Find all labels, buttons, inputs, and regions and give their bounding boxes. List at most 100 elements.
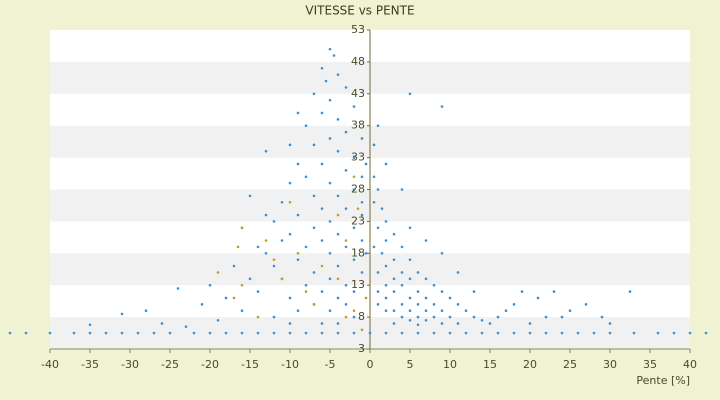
point bbox=[440, 252, 444, 255]
point bbox=[416, 331, 420, 335]
point bbox=[376, 303, 380, 306]
point bbox=[512, 331, 516, 335]
point bbox=[336, 296, 340, 300]
point bbox=[416, 271, 420, 274]
point bbox=[592, 331, 596, 335]
point bbox=[336, 194, 340, 198]
point bbox=[320, 290, 324, 293]
point bbox=[400, 188, 404, 191]
point bbox=[392, 322, 396, 325]
point bbox=[272, 315, 276, 319]
point bbox=[344, 245, 348, 249]
point bbox=[576, 331, 580, 335]
x-tick-label: -40 bbox=[41, 358, 59, 371]
point bbox=[372, 245, 376, 249]
point bbox=[376, 290, 380, 293]
point bbox=[400, 315, 404, 319]
point bbox=[332, 54, 336, 57]
point bbox=[376, 226, 380, 230]
point bbox=[240, 331, 244, 335]
point bbox=[360, 200, 364, 204]
point bbox=[440, 309, 444, 313]
point bbox=[256, 315, 260, 319]
x-tick-label: 35 bbox=[643, 358, 657, 371]
point bbox=[264, 252, 268, 255]
x-tick-label: -5 bbox=[325, 358, 336, 371]
point bbox=[360, 328, 364, 332]
point bbox=[360, 175, 364, 179]
point bbox=[600, 315, 604, 319]
point bbox=[432, 315, 436, 319]
point bbox=[472, 290, 476, 293]
point bbox=[440, 105, 444, 108]
point bbox=[416, 323, 420, 327]
point bbox=[544, 331, 548, 335]
point bbox=[304, 175, 308, 179]
point bbox=[328, 220, 332, 223]
point bbox=[296, 258, 300, 261]
point bbox=[184, 325, 188, 328]
point bbox=[384, 239, 388, 242]
point bbox=[256, 331, 260, 335]
x-tick-label: 20 bbox=[523, 358, 537, 371]
point bbox=[312, 303, 316, 306]
point bbox=[424, 239, 428, 242]
point bbox=[448, 331, 452, 335]
point bbox=[424, 296, 428, 300]
point bbox=[320, 239, 324, 242]
y-tick-label: 43 bbox=[351, 87, 365, 100]
point bbox=[400, 245, 404, 249]
point bbox=[24, 331, 28, 335]
point bbox=[344, 239, 348, 242]
point bbox=[232, 296, 236, 300]
point bbox=[400, 271, 404, 274]
point bbox=[416, 315, 420, 319]
point bbox=[352, 175, 356, 179]
point bbox=[312, 194, 316, 198]
point bbox=[304, 245, 308, 249]
point bbox=[384, 220, 388, 223]
point bbox=[356, 207, 360, 210]
point bbox=[520, 290, 524, 293]
point bbox=[280, 277, 284, 281]
x-tick-label: 30 bbox=[603, 358, 617, 371]
y-tick-label: 53 bbox=[351, 23, 365, 36]
point bbox=[88, 323, 92, 327]
point bbox=[480, 318, 484, 322]
point bbox=[344, 130, 348, 134]
point bbox=[288, 331, 292, 335]
point bbox=[408, 277, 412, 281]
point bbox=[352, 309, 356, 313]
point bbox=[432, 283, 436, 287]
point bbox=[568, 309, 572, 313]
point bbox=[456, 271, 460, 274]
point bbox=[344, 169, 348, 172]
y-tick-label: 28 bbox=[351, 183, 365, 196]
point bbox=[8, 331, 12, 335]
point bbox=[480, 331, 484, 335]
point bbox=[288, 200, 292, 204]
point bbox=[168, 331, 172, 335]
point bbox=[384, 283, 388, 287]
x-tick-label: -15 bbox=[241, 358, 259, 371]
point bbox=[448, 296, 452, 300]
point bbox=[120, 312, 124, 316]
point bbox=[552, 290, 556, 293]
point bbox=[336, 264, 340, 268]
point bbox=[424, 277, 428, 281]
point bbox=[328, 137, 332, 140]
point bbox=[216, 271, 220, 274]
point bbox=[236, 245, 240, 249]
y-tick-label: 33 bbox=[351, 151, 365, 164]
point bbox=[200, 303, 204, 306]
x-tick-label: 15 bbox=[483, 358, 497, 371]
point bbox=[296, 309, 300, 313]
point bbox=[192, 331, 196, 335]
point bbox=[336, 232, 340, 236]
point bbox=[364, 162, 368, 166]
point bbox=[364, 296, 368, 300]
point bbox=[372, 175, 376, 179]
point bbox=[432, 331, 436, 335]
point bbox=[160, 322, 164, 325]
point bbox=[544, 315, 548, 319]
